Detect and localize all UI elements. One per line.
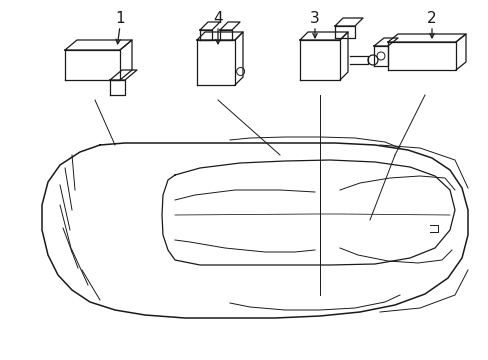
Text: 2: 2 xyxy=(427,10,436,26)
Text: 4: 4 xyxy=(213,10,223,26)
Text: 1: 1 xyxy=(115,10,124,26)
Text: 3: 3 xyxy=(309,10,319,26)
